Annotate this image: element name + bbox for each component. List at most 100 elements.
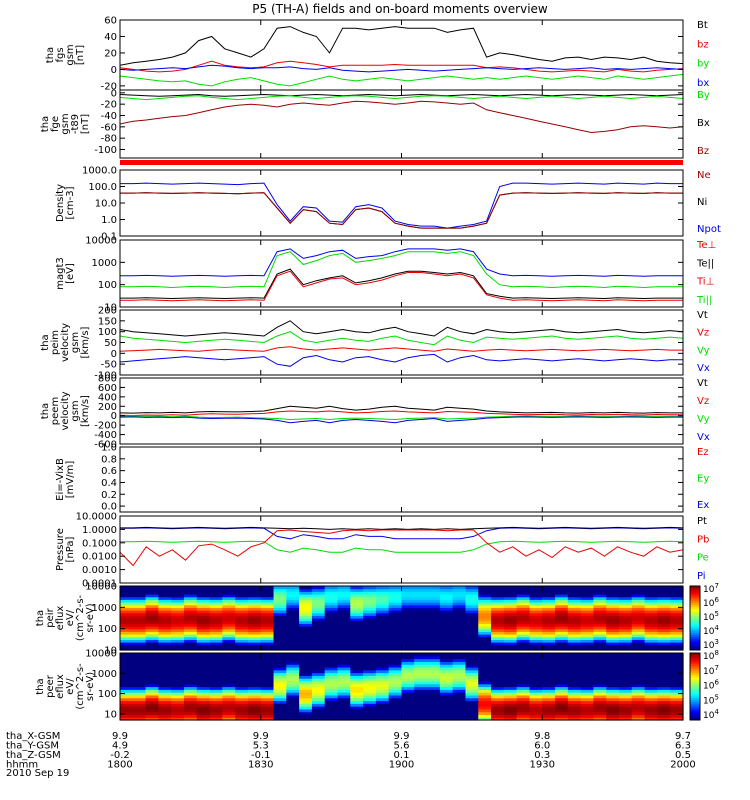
heatmap-cell [606,639,620,643]
heatmap-cell [247,620,262,624]
heatmap-cell [529,607,543,611]
heatmap-cell [324,692,339,696]
legend-entry: Vx [697,432,710,443]
heatmap-cell [311,683,326,688]
heatmap-cell [555,639,569,643]
heatmap-cell [465,599,479,603]
heatmap-cell [657,664,671,668]
heatmap-cell [196,639,211,643]
heatmap-cell [631,703,646,707]
heatmap-cell [158,675,172,679]
heatmap-cell [158,708,172,713]
heatmap-cell [299,717,313,721]
heatmap-cell [644,711,659,716]
heatmap-cell [235,700,249,704]
heatmap-cell [363,700,377,704]
heatmap-cell [375,675,390,679]
heatmap-cell [299,596,313,600]
heatmap-cell [529,692,543,696]
heatmap-cell [247,711,262,716]
heatmap-cell [145,639,159,643]
y-axis-label: peir [45,607,56,627]
heatmap-cell [196,612,211,616]
heatmap-cell [158,615,172,619]
heatmap-cell [555,612,569,616]
heatmap-cell [158,658,172,662]
heatmap-cell [529,661,543,665]
colorbar-segment [690,628,700,632]
heatmap-cell [260,586,275,590]
heatmap-cell [171,658,185,662]
heatmap-cell [350,655,364,660]
colorbar-segment [690,637,700,640]
heatmap-cell [606,634,620,638]
heatmap-cell [567,588,582,592]
heatmap-cell [183,655,198,660]
heatmap-cell [145,596,159,600]
legend-entry: Pe [697,553,709,564]
heatmap-cell [427,634,441,638]
heatmap-cell [171,666,185,671]
heatmap-cell [644,661,659,665]
heatmap-cell [657,642,671,646]
heatmap-cell [657,644,671,648]
heatmap-cell [196,675,211,679]
heatmap-cell [363,618,377,622]
heatmap-cell [670,644,684,648]
colorbar-segment [690,618,700,621]
heatmap-cell [619,664,633,668]
heatmap-cell [478,639,492,643]
heatmap-cell [644,642,659,646]
heatmap-cell [235,602,249,606]
heatmap-cell [171,642,185,646]
heatmap-cell [260,628,275,632]
heatmap-cell [503,675,518,679]
heatmap-cell [619,706,633,710]
heatmap-cell [196,615,211,619]
heatmap-cell [657,623,671,627]
heatmap-cell [542,591,556,595]
heatmap-cell [439,604,454,608]
heatmap-cell [183,604,198,608]
heatmap-cell [324,672,339,676]
heatmap-cell [145,666,159,671]
heatmap-cell [491,664,505,668]
heatmap-cell [631,623,646,627]
heatmap-cell [657,586,671,590]
heatmap-cell [529,689,543,693]
heatmap-cell [183,620,198,624]
heatmap-cell [183,588,198,592]
heatmap-cell [158,620,172,624]
heatmap-cell [222,623,236,627]
heatmap-cell [670,620,684,624]
heatmap-cell [286,623,300,627]
heatmap-cell [247,697,262,702]
colorbar-segment [690,643,700,647]
heatmap-cell [132,626,147,630]
heatmap-cell [503,639,518,643]
heatmap-cell [324,658,339,662]
heatmap-cell [311,588,326,592]
heatmap-cell [619,678,633,682]
heatmap-cell [299,607,313,611]
heatmap-cell [209,610,223,614]
heatmap-cell [503,599,518,603]
heatmap-cell [299,714,313,718]
heatmap-cell [465,610,479,614]
heatmap-cell [183,708,198,713]
heatmap-cell [145,626,159,630]
heatmap-cell [337,653,351,657]
y-axis-label: [cm-3] [65,186,76,219]
heatmap-cell [120,664,134,668]
heatmap-cell [606,694,620,699]
heatmap-cell [439,599,454,603]
heatmap-cell [299,599,313,603]
heatmap-cell [350,669,364,674]
heatmap-cell [132,706,147,710]
heatmap-cell [670,636,684,640]
heatmap-cell [593,626,607,630]
heatmap-cell [567,706,582,710]
heatmap-cell [657,636,671,640]
heatmap-cell [120,591,134,595]
